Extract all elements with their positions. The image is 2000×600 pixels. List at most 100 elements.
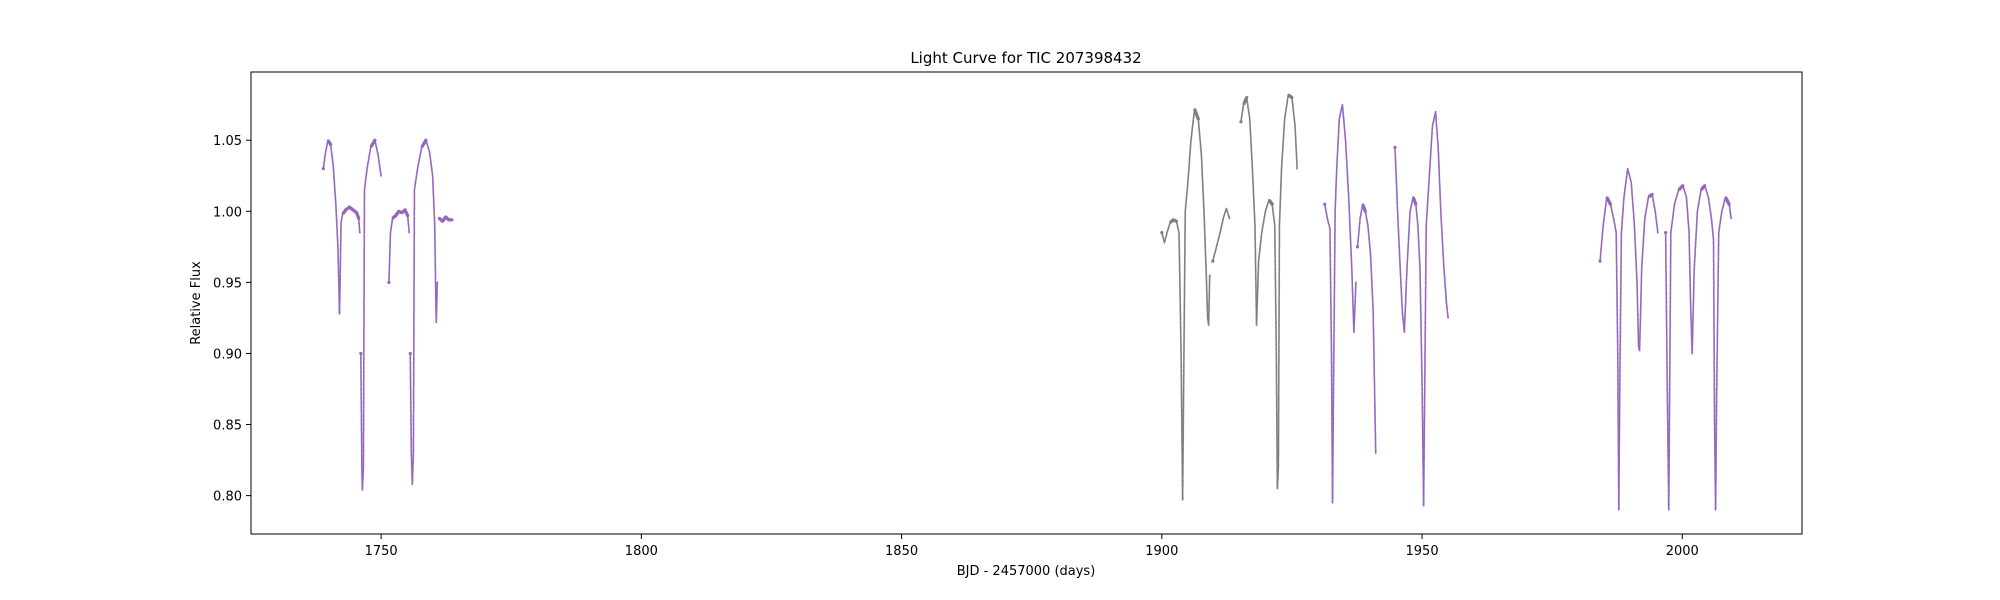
data-point [1333,334,1335,337]
data-point [363,246,366,248]
data-point [363,203,366,206]
data-point [339,241,342,243]
data-point [1358,225,1361,228]
data-point [1335,188,1337,191]
data-point [1335,182,1338,184]
data-point [409,361,412,364]
data-point [1333,303,1336,306]
data-point [413,299,415,301]
data-point [434,266,437,268]
data-point [1329,285,1332,288]
data-point [360,392,363,395]
data-point [1335,183,1337,186]
data-point [409,401,412,404]
data-point [361,481,364,484]
data-point [360,405,363,408]
data-point [1329,272,1332,275]
data-point [335,208,337,211]
data-point [363,204,366,207]
data-point [1329,268,1332,271]
data-point [1372,311,1375,313]
data-point [1333,350,1335,352]
data-point [433,228,436,231]
data-point [410,417,412,419]
data-point [362,437,365,440]
data-point [389,240,392,243]
data-point [1330,382,1333,385]
data-point [1348,213,1351,215]
data-point [339,234,342,237]
data-point [434,258,437,260]
data-point [1329,280,1332,283]
data-point [363,205,366,208]
data-point [1373,352,1375,355]
data-point [1333,253,1336,255]
data-point [363,343,365,345]
data-point [413,279,415,282]
data-point [360,373,362,375]
data-point [413,285,415,287]
data-point [1345,149,1347,152]
data-point [363,291,365,294]
data-point [412,349,415,352]
data-point [1372,308,1374,311]
data-point [1354,290,1357,293]
data-point [413,204,416,207]
data-point [1334,194,1337,197]
data-point [1332,409,1335,412]
data-point [336,233,339,235]
data-point [1331,469,1334,472]
data-point [409,368,412,370]
data-point [363,202,366,204]
data-point [413,226,416,229]
data-point [338,306,341,309]
data-point [358,224,361,226]
data-point [432,194,435,196]
data-point [361,480,364,482]
data-point [1346,163,1348,166]
data-point [1330,400,1333,403]
data-point [363,213,366,216]
data-point [1332,448,1334,451]
data-point [363,266,366,269]
data-point [433,210,435,213]
data-point [412,409,415,412]
data-point [1331,495,1334,498]
data-point [363,278,365,281]
data-point [1332,456,1334,459]
data-point [1330,396,1333,399]
data-point [1329,257,1332,259]
data-point [1372,328,1375,330]
data-point [1331,479,1334,482]
data-point [410,428,412,431]
data-point [1335,165,1338,168]
data-point [1329,277,1332,280]
data-point [362,452,365,454]
data-point [1337,144,1339,147]
data-point [409,400,412,403]
data-point [412,339,415,342]
data-point [360,397,363,400]
data-point [389,248,391,251]
data-point [1332,429,1335,431]
data-point [339,257,342,260]
data-point [413,319,415,322]
data-point [1331,414,1333,417]
data-point [1333,312,1336,315]
data-point [1352,306,1354,309]
data-point [363,345,365,348]
data-point [363,261,366,264]
data-point [1372,344,1375,347]
data-point [362,414,365,417]
data-point [363,304,365,307]
data-point [338,303,341,306]
data-point [436,287,439,290]
data-point [434,233,436,236]
data-point [358,221,360,224]
data-point [435,311,438,313]
data-point [337,249,339,252]
data-point [1371,290,1374,293]
data-point [413,243,416,246]
data-point [363,338,365,340]
data-point [1333,266,1336,268]
